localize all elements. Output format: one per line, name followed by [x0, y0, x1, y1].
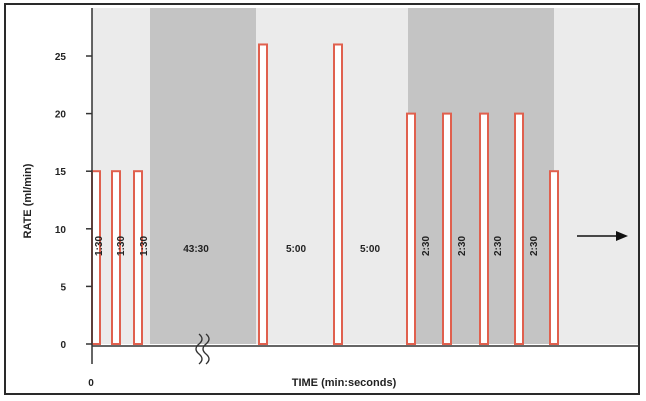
interval-label: 2:30 — [529, 236, 540, 256]
interval-label: 1:30 — [116, 236, 127, 256]
x-origin-label: 0 — [88, 378, 94, 389]
axis-break-icon — [195, 333, 210, 365]
x-axis-label: TIME (min:seconds) — [292, 377, 397, 389]
y-axis-label: RATE (ml/min) — [22, 163, 34, 238]
rate-bar — [514, 112, 524, 345]
background-panel — [150, 8, 256, 344]
interval-label: 2:30 — [457, 236, 468, 256]
y-tick-label: 0 — [60, 340, 66, 351]
rate-bar — [442, 112, 452, 345]
background-panel — [554, 8, 638, 344]
rate-bar — [479, 112, 489, 345]
y-tick-label: 5 — [60, 282, 66, 293]
rate-bar — [549, 170, 559, 345]
rate-bar — [258, 43, 268, 345]
rate-bar — [111, 170, 121, 345]
y-tick-label: 15 — [55, 167, 67, 178]
arrow-right-icon — [577, 231, 628, 241]
interval-label: 2:30 — [421, 236, 432, 256]
y-tick-label: 20 — [55, 110, 67, 121]
rate-bar — [333, 43, 343, 345]
rate-bar — [91, 170, 101, 345]
y-tick-label: 25 — [55, 52, 67, 63]
interval-label: 5:00 — [286, 244, 306, 255]
y-tick-label: 10 — [55, 225, 67, 236]
interval-label: 43:30 — [183, 244, 209, 255]
interval-label: 2:30 — [493, 236, 504, 256]
rate-bar — [406, 112, 416, 345]
background-panel — [256, 8, 408, 344]
rate-bar — [133, 170, 143, 345]
interval-label: 5:00 — [360, 244, 380, 255]
interval-label: 1:30 — [139, 236, 150, 256]
interval-label: 1:30 — [94, 236, 105, 256]
